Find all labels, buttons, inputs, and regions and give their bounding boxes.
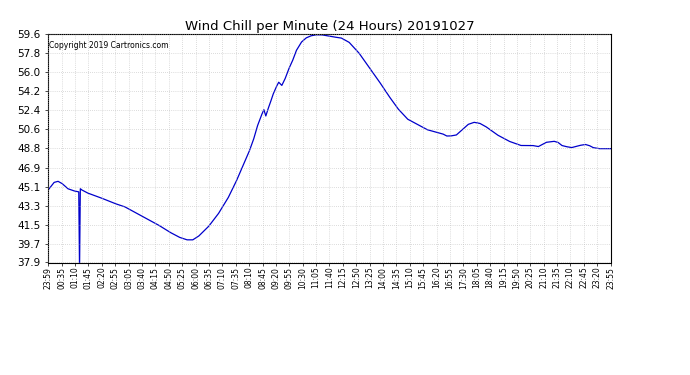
Title: Wind Chill per Minute (24 Hours) 20191027: Wind Chill per Minute (24 Hours) 2019102… — [185, 20, 474, 33]
Text: Copyright 2019 Cartronics.com: Copyright 2019 Cartronics.com — [50, 40, 169, 50]
